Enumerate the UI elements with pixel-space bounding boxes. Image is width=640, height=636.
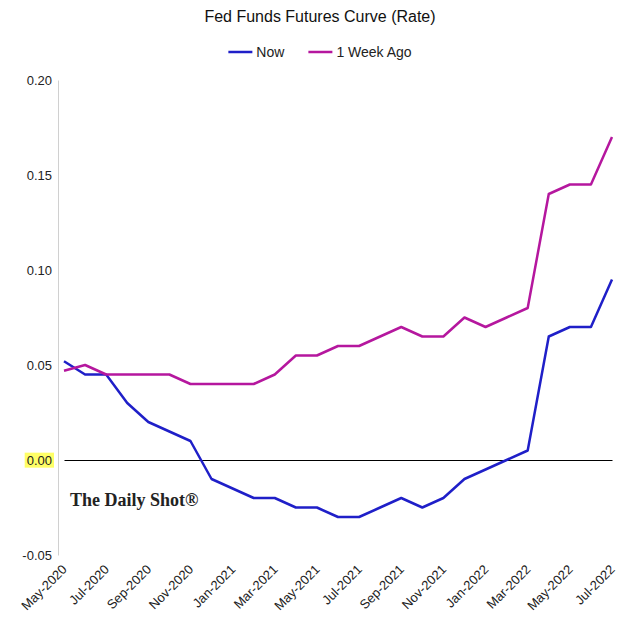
x-tick: Jan-2021	[190, 460, 239, 611]
x-tick: Mar-2022	[484, 460, 534, 612]
legend-label: Now	[256, 44, 285, 60]
y-tick-label: -0.05	[22, 548, 52, 563]
title: Fed Funds Futures Curve (Rate)	[204, 8, 435, 25]
legend-swatch	[228, 51, 252, 54]
legend-item: 1 Week Ago	[308, 44, 411, 60]
series-line	[64, 280, 612, 518]
x-tick: Sep-2020	[104, 460, 154, 612]
x-tick-label: Nov-2021	[399, 562, 449, 612]
x-tick-label: May-2021	[271, 562, 322, 613]
y-tick: -0.05	[22, 548, 58, 563]
x-tick: Jul-2021	[319, 460, 365, 608]
x-tick: May-2021	[271, 460, 322, 613]
y-axis-line	[58, 81, 59, 556]
y-tick-label: 0.05	[27, 358, 52, 373]
y-axis: -0.05 0.00 0.05 0.10 0.15 0.20	[22, 73, 58, 563]
annotation: The Daily Shot®	[70, 490, 198, 510]
lines	[64, 137, 612, 517]
y-tick: 0.10	[27, 263, 58, 278]
y-tick-label: 0.10	[27, 263, 52, 278]
x-axis: May-2020Jul-2020Sep-2020Nov-2020Jan-2021…	[18, 460, 617, 613]
chart: Fed Funds Futures Curve (Rate) Now 1 Week …	[0, 0, 640, 636]
x-tick-label: Jan-2022	[442, 562, 491, 611]
x-tick: Jan-2022	[442, 460, 491, 611]
legend-swatch	[308, 51, 332, 54]
x-tick-label: Jan-2021	[190, 562, 239, 611]
y-tick: 0.20	[27, 73, 58, 88]
y-tick: 0.05	[27, 358, 58, 373]
x-tick: Jul-2022	[572, 460, 618, 608]
x-tick-label: May-2020	[18, 562, 69, 613]
y-tick-label: 0.20	[27, 73, 52, 88]
x-tick-label: May-2022	[524, 562, 575, 613]
legend: Now 1 Week Ago	[228, 44, 411, 60]
y-tick: 0.00	[25, 453, 58, 468]
x-tick: Jul-2020	[66, 460, 112, 608]
x-tick: Nov-2021	[399, 460, 449, 612]
tick-highlight	[25, 453, 54, 468]
y-tick-label: 0.00	[27, 453, 52, 468]
x-tick-label: Nov-2020	[146, 562, 196, 612]
legend-item: Now	[228, 44, 285, 60]
y-tick-label: 0.15	[27, 168, 52, 183]
x-tick: Nov-2020	[146, 460, 196, 612]
x-tick-label: Sep-2021	[357, 562, 407, 612]
x-tick-label: Sep-2020	[104, 562, 154, 612]
x-tick: May-2020	[18, 460, 69, 613]
x-tick: Sep-2021	[357, 460, 407, 612]
x-tick: May-2022	[524, 460, 575, 613]
legend-label: 1 Week Ago	[336, 44, 411, 60]
x-tick-label: Jul-2022	[572, 562, 618, 608]
series-line	[64, 137, 612, 384]
zero-line	[65, 460, 613, 461]
x-tick: Mar-2021	[231, 460, 281, 612]
y-tick: 0.15	[27, 168, 58, 183]
